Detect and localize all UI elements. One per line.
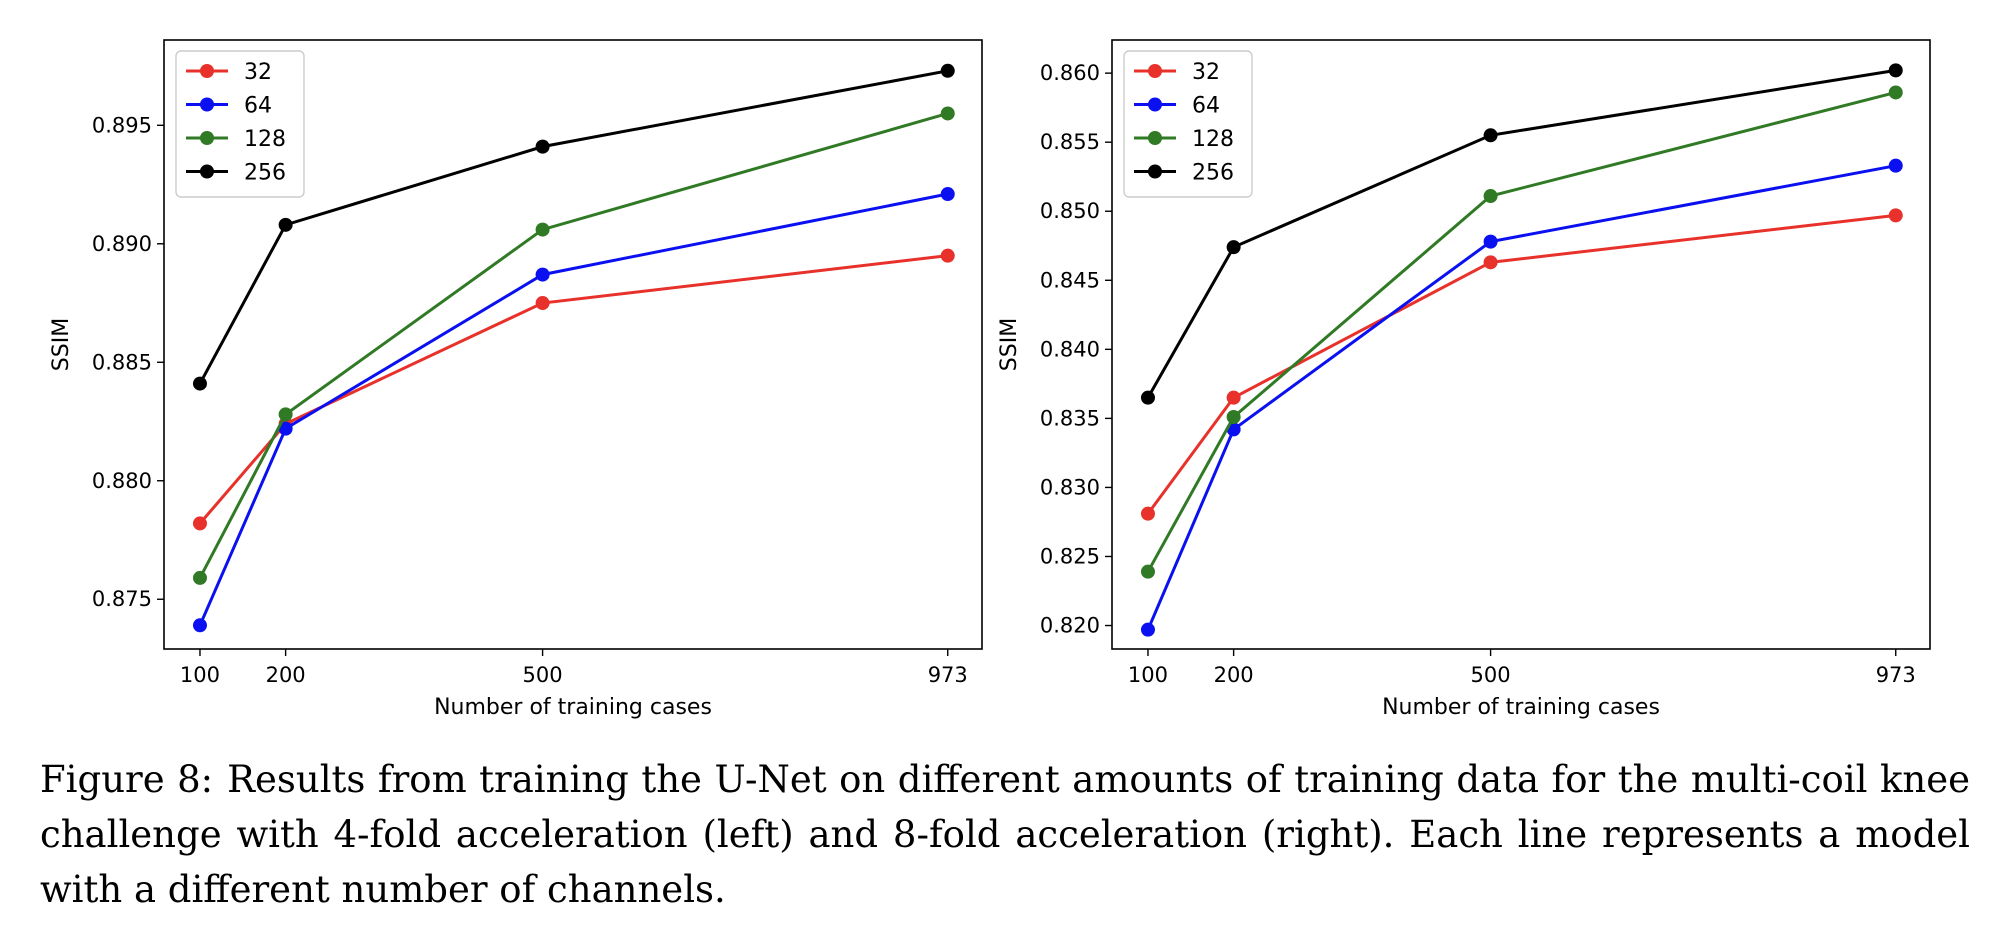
data-point-64: [535, 267, 550, 282]
legend-marker-128: [1148, 131, 1162, 145]
data-point-128: [1888, 85, 1903, 100]
x-tick-label: 500: [1471, 663, 1511, 687]
data-point-128: [1483, 189, 1498, 204]
y-axis-label: SSIM: [49, 318, 74, 371]
legend-box: [1123, 50, 1253, 198]
legend-marker-128: [200, 131, 214, 145]
legend-label-32: 32: [244, 60, 272, 85]
legend-label-128: 128: [244, 127, 286, 152]
data-point-64: [1140, 622, 1155, 637]
legend-label-32: 32: [1192, 60, 1220, 85]
y-tick-label: 0.845: [1040, 268, 1100, 292]
data-point-256: [192, 376, 207, 391]
data-point-256: [535, 139, 550, 154]
x-tick-label: 100: [180, 663, 220, 687]
x-tick-label: 200: [266, 663, 306, 687]
legend-marker-64: [1148, 97, 1162, 112]
y-tick-label: 0.895: [92, 113, 152, 137]
data-point-64: [1888, 158, 1903, 173]
data-point-128: [535, 222, 550, 237]
legend-label-64: 64: [244, 94, 272, 119]
data-point-32: [535, 296, 550, 311]
data-point-128: [192, 570, 207, 585]
data-point-256: [278, 217, 293, 232]
data-point-128: [1226, 410, 1241, 424]
data-point-64: [278, 421, 293, 436]
y-tick-label: 0.860: [1040, 61, 1100, 85]
x-tick-label: 500: [523, 663, 563, 687]
y-tick-label: 0.825: [1040, 544, 1100, 568]
legend-label-64: 64: [1192, 94, 1220, 119]
legend-box: [175, 50, 305, 198]
data-point-32: [1483, 255, 1498, 270]
series-line-64: [1146, 164, 1897, 631]
y-axis-label: SSIM: [997, 318, 1022, 371]
data-point-128: [1140, 564, 1155, 579]
y-tick-label: 0.820: [1040, 614, 1100, 638]
data-point-32: [192, 516, 207, 531]
x-tick-label: 973: [1876, 663, 1916, 687]
data-point-256: [1483, 128, 1498, 143]
x-tick-label: 200: [1214, 663, 1254, 687]
data-point-256: [1140, 390, 1155, 405]
data-point-32: [1888, 208, 1903, 223]
y-tick-label: 0.855: [1040, 130, 1100, 154]
series-line-128: [198, 112, 949, 579]
caption-text: Results from training the U-Net on diffe…: [40, 758, 1971, 911]
legend-label-256: 256: [244, 161, 286, 186]
x-tick-label: 973: [928, 663, 968, 687]
y-tick-label: 0.890: [92, 232, 152, 256]
chart-4-fold-acceleration: 0.875 0.880 0.885 0.890 0.895 100 200 500 973 Num…: [49, 39, 983, 720]
figure-caption: Figure 8: Results from training the U-Net…: [40, 752, 1970, 917]
data-point-32: [1140, 506, 1155, 521]
data-point-32: [1226, 390, 1241, 405]
y-tick-label: 0.880: [92, 469, 152, 493]
series-line-32: [1146, 213, 1896, 515]
data-point-64: [940, 187, 955, 202]
chart-8-fold-acceleration: 0.820 0.825 0.830 0.835 0.840 0.845 0.850 0.855…: [997, 39, 1931, 720]
data-point-256: [1226, 240, 1241, 255]
legend-label-256: 256: [1192, 161, 1234, 186]
legend-marker-32: [200, 64, 214, 78]
x-axis-label: Number of training cases: [434, 695, 712, 720]
series-line-256: [198, 69, 949, 385]
data-point-64: [1483, 234, 1498, 249]
data-point-256: [1888, 63, 1903, 78]
series-line-64: [198, 192, 949, 626]
y-tick-label: 0.885: [92, 350, 152, 374]
series-line-32: [198, 254, 948, 525]
data-point-128: [278, 407, 293, 422]
data-point-128: [940, 106, 955, 121]
x-tick-label: 100: [1128, 663, 1168, 687]
legend-marker-256: [200, 164, 214, 179]
legend-marker-64: [200, 97, 214, 112]
legend-marker-32: [1148, 64, 1162, 78]
y-tick-label: 0.830: [1040, 475, 1100, 499]
data-point-256: [940, 63, 955, 78]
legend-marker-256: [1148, 164, 1162, 179]
axes-frame: [1111, 39, 1931, 650]
legend-label-128: 128: [1192, 127, 1234, 152]
data-point-64: [192, 618, 207, 633]
axes-frame: [163, 39, 983, 650]
caption-label: Figure 8:: [40, 758, 214, 801]
data-point-32: [940, 248, 955, 263]
y-tick-label: 0.835: [1040, 406, 1100, 430]
x-axis-label: Number of training cases: [1382, 695, 1660, 720]
series-line-256: [1146, 68, 1896, 399]
series-line-128: [1146, 91, 1897, 573]
y-tick-label: 0.850: [1040, 199, 1100, 223]
y-tick-label: 0.840: [1040, 337, 1100, 361]
y-tick-label: 0.875: [92, 587, 152, 611]
